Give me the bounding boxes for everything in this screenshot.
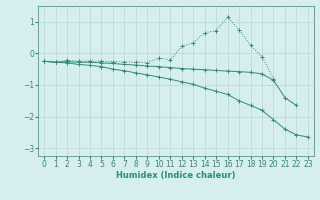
X-axis label: Humidex (Indice chaleur): Humidex (Indice chaleur) [116, 171, 236, 180]
